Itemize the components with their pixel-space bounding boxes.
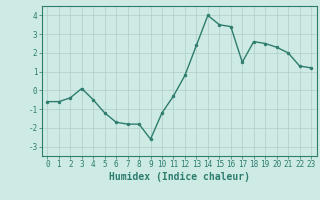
X-axis label: Humidex (Indice chaleur): Humidex (Indice chaleur) (109, 172, 250, 182)
